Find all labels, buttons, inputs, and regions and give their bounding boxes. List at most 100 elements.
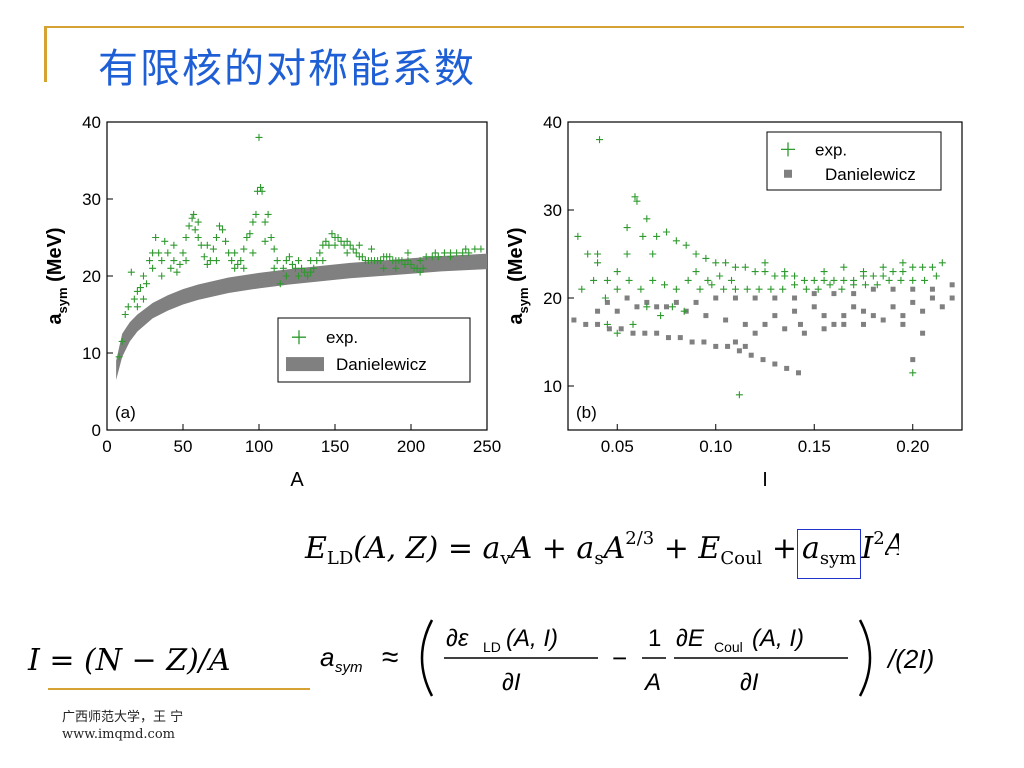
danielewicz-point [713, 343, 719, 349]
exp-point [767, 285, 775, 293]
exp-point [629, 320, 637, 328]
exp-point [603, 320, 611, 328]
exp-point [249, 249, 257, 257]
x-tick-label: 0.10 [699, 437, 732, 456]
danielewicz-point [870, 313, 876, 319]
exp-point [431, 249, 439, 257]
danielewicz-point [772, 361, 778, 367]
exp-point [212, 234, 220, 241]
exp-point [471, 245, 479, 253]
exp-point [761, 268, 769, 276]
exp-point [850, 281, 858, 289]
eld-sub: LD [326, 548, 354, 569]
exp-point [879, 272, 887, 280]
y-axis-label: asym (MeV) [44, 227, 70, 324]
exp-point [164, 249, 172, 257]
danielewicz-point [772, 295, 778, 301]
exp-point [133, 287, 141, 295]
frac1-num-args: (A, I) [506, 625, 558, 652]
exp-point [282, 272, 290, 280]
exp-point [649, 250, 657, 258]
danielewicz-point [701, 339, 707, 345]
exp-point [708, 281, 716, 289]
panel-label: (b) [576, 403, 597, 422]
exp-point [222, 237, 230, 245]
legend-danielewicz-label: Danielewicz [336, 355, 427, 374]
exp-point [899, 259, 907, 267]
exp-point [755, 285, 763, 293]
exp-point [743, 285, 751, 293]
y-tick-label: 0 [92, 421, 101, 440]
danielewicz-point [811, 304, 817, 310]
footer-author: 广西师范大学，王 宁 [62, 710, 184, 725]
danielewicz-point [910, 299, 916, 305]
exp-point [352, 249, 360, 257]
exp-point [255, 133, 263, 141]
exp-point [234, 260, 242, 268]
danielewicz-point [732, 295, 738, 301]
exp-point [173, 268, 181, 276]
danielewicz-point [784, 365, 790, 371]
exp-point [921, 276, 929, 284]
exp-point [897, 276, 905, 284]
legend-exp-label: exp. [815, 140, 847, 159]
eld-mid1: A + a [510, 531, 595, 566]
exp-point [225, 249, 233, 257]
asym-highlight-box: asym [796, 529, 862, 579]
danielewicz-point [760, 357, 766, 363]
exp-point [623, 250, 631, 258]
danielewicz-point [742, 343, 748, 349]
exp-point [826, 281, 834, 289]
exp-point [288, 260, 296, 268]
panel-label: (a) [115, 403, 136, 422]
exp-point [810, 276, 818, 284]
danielewicz-point [910, 357, 916, 363]
exp-point [419, 264, 427, 272]
exp-point [613, 268, 621, 276]
danielewicz-point [939, 304, 945, 310]
minus-sign: − [612, 643, 627, 673]
exp-point [623, 224, 631, 232]
exp-point [231, 264, 239, 272]
exp-point [779, 285, 787, 293]
left-paren [420, 619, 434, 697]
exp-point [653, 232, 661, 240]
exp-point [331, 241, 339, 249]
exp-point [633, 197, 641, 205]
exp-point [264, 210, 272, 218]
exp-point [440, 249, 448, 257]
danielewicz-point [618, 326, 624, 332]
eld-args: (A, Z) = a [353, 531, 501, 566]
exp-point [869, 272, 877, 280]
approx-sign: ≈ [382, 641, 398, 674]
frac2-num: 1 [648, 625, 661, 652]
exp-point [781, 268, 789, 276]
x-tick-label: 250 [473, 437, 501, 456]
exp-point [637, 285, 645, 293]
danielewicz-point [630, 330, 636, 336]
danielewicz-point [703, 313, 709, 319]
eld-coul-sub: Coul [720, 548, 763, 569]
exp-point [267, 234, 275, 241]
exp-point [146, 257, 154, 265]
exp-point [428, 253, 436, 261]
exp-point [447, 253, 455, 261]
danielewicz-point [851, 304, 857, 310]
frac1-num: ∂ε [446, 625, 469, 652]
exp-point [407, 260, 415, 268]
exp-point [899, 268, 907, 276]
exp-point [728, 276, 736, 284]
exp-point [310, 264, 318, 272]
exp-point [295, 272, 303, 280]
exp-point [212, 257, 220, 265]
exp-point [246, 230, 254, 238]
exp-point [643, 303, 651, 311]
danielewicz-point [811, 291, 817, 297]
exp-point [696, 285, 704, 293]
exp-point [340, 241, 348, 249]
danielewicz-point [861, 321, 866, 327]
danielewicz-point [841, 313, 847, 319]
isospin-asymmetry-definition: I = (N − Z)/A [28, 643, 231, 678]
exp-point [249, 218, 257, 226]
title-top-rule [44, 26, 964, 28]
